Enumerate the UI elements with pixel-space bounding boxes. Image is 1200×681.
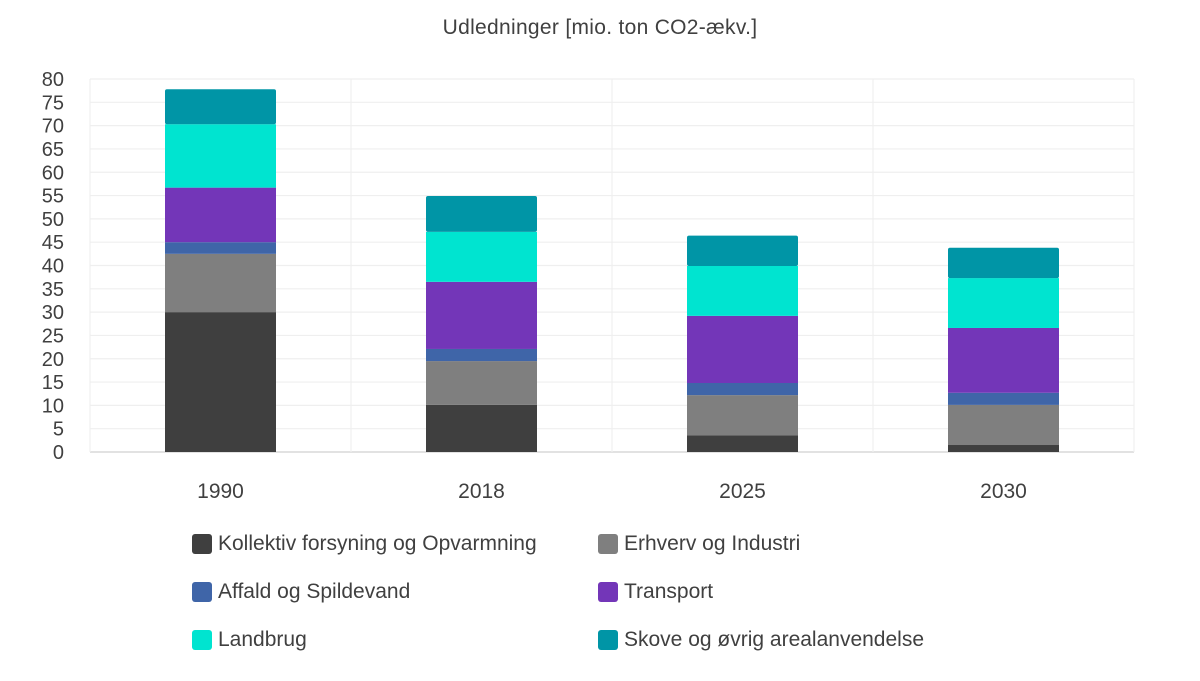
legend-item: Landbrug <box>192 628 307 652</box>
bar-segment <box>948 445 1059 452</box>
bar-segment <box>948 392 1059 405</box>
bar-segment <box>687 382 798 396</box>
legend-label: Landbrug <box>218 628 307 651</box>
y-tick-label: 20 <box>42 349 64 371</box>
x-tick-label: 2030 <box>980 480 1027 503</box>
legend-swatch <box>192 630 212 650</box>
y-tick-label: 0 <box>53 442 64 464</box>
y-tick-label: 15 <box>42 372 64 394</box>
bar-segment <box>165 253 276 313</box>
legend-swatch <box>598 630 618 650</box>
bar-segment <box>426 281 537 349</box>
bar-segment <box>948 278 1059 328</box>
y-tick-label: 45 <box>42 232 64 254</box>
bar-segment <box>948 327 1059 393</box>
legend-label: Affald og Spildevand <box>218 580 411 603</box>
bar-segment <box>165 312 276 452</box>
y-tick-label: 10 <box>42 395 64 417</box>
y-tick-label: 80 <box>42 69 64 91</box>
bar-segment <box>687 315 798 383</box>
bar-segment <box>165 124 276 188</box>
bar-segment <box>687 265 798 316</box>
y-tick-label: 40 <box>42 256 64 278</box>
legend-item: Skove og øvrig arealanvendelse <box>598 628 924 652</box>
legend-item: Affald og Spildevand <box>192 580 410 604</box>
bar-segment <box>687 435 798 452</box>
legend-label: Skove og øvrig arealanvendelse <box>624 628 925 651</box>
y-tick-label: 55 <box>42 186 64 208</box>
y-tick-label: 50 <box>42 209 64 231</box>
x-tick-label: 2018 <box>458 480 505 503</box>
legend-swatch <box>192 534 212 554</box>
bar-segment <box>687 395 798 436</box>
y-tick-label: 75 <box>42 92 64 114</box>
bar-segment <box>426 348 537 362</box>
bar-segment <box>426 361 537 405</box>
legend-label: Erhverv og Industri <box>624 532 801 555</box>
legend-swatch <box>192 582 212 602</box>
bar-segment <box>948 404 1059 446</box>
y-tick-label: 25 <box>42 325 64 347</box>
bar-segment <box>165 89 276 125</box>
legend-item: Transport <box>598 580 713 604</box>
bar-segment <box>687 235 798 266</box>
x-tick-label: 2025 <box>719 480 766 503</box>
y-tick-label: 5 <box>53 419 64 441</box>
y-tick-label: 35 <box>42 279 64 301</box>
legend-item: Erhverv og Industri <box>598 532 800 556</box>
y-tick-label: 30 <box>42 302 64 324</box>
legend-swatch <box>598 534 618 554</box>
y-tick-label: 70 <box>42 116 64 138</box>
x-tick-label: 1990 <box>197 480 244 503</box>
bars <box>165 89 1059 452</box>
x-axis-ticks: 1990 2018 2025 2030 <box>197 480 1027 503</box>
bar-segment <box>165 187 276 243</box>
bar-segment <box>426 404 537 452</box>
bar-segment <box>948 247 1059 279</box>
legend-swatch <box>598 582 618 602</box>
y-tick-label: 65 <box>42 139 64 161</box>
bar-segment <box>426 196 537 232</box>
bar-segment <box>426 231 537 282</box>
legend-label: Kollektiv forsyning og Opvarmning <box>218 532 537 555</box>
y-tick-label: 60 <box>42 162 64 184</box>
legend-item: Kollektiv forsyning og Opvarmning <box>192 532 537 556</box>
legend-label: Transport <box>624 580 714 603</box>
chart-title: Udledninger [mio. ton CO2-ækv.] <box>442 16 758 39</box>
bar-segment <box>165 242 276 254</box>
